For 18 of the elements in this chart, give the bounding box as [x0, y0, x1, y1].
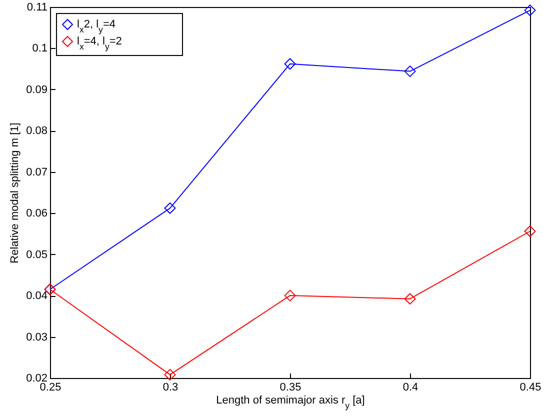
x-tick-label: 0.45: [520, 382, 542, 394]
y-tick-label: 0.08: [26, 125, 48, 138]
x-tick-label: 0.4: [402, 382, 418, 394]
x-tick-label: 0.25: [40, 382, 62, 394]
y-tick-label: 0.05: [26, 248, 48, 261]
y-tick-label: 0.11: [26, 2, 48, 14]
y-axis-title: Relative modal splitting m [1]: [9, 122, 22, 264]
y-tick-label: 0.09: [26, 84, 48, 96]
y-tick-label: 0.07: [26, 166, 48, 178]
x-tick-label: 0.3: [162, 382, 178, 394]
y-tick-label: 0.06: [26, 208, 48, 220]
y-tick-label: 0.1: [32, 42, 48, 55]
y-tick-label: 0.03: [26, 331, 48, 344]
x-axis-title: Length of semimajor axis r$_{y}$ [a]: [216, 394, 365, 410]
y-tick-label: 0.04: [26, 290, 48, 302]
legend-label: l$_{x}$2, l$_{y}$=4: [77, 18, 116, 34]
legend-label: l$_{x}$=4, l$_{y}$=2: [77, 36, 122, 52]
x-tick-label: 0.35: [280, 382, 302, 394]
